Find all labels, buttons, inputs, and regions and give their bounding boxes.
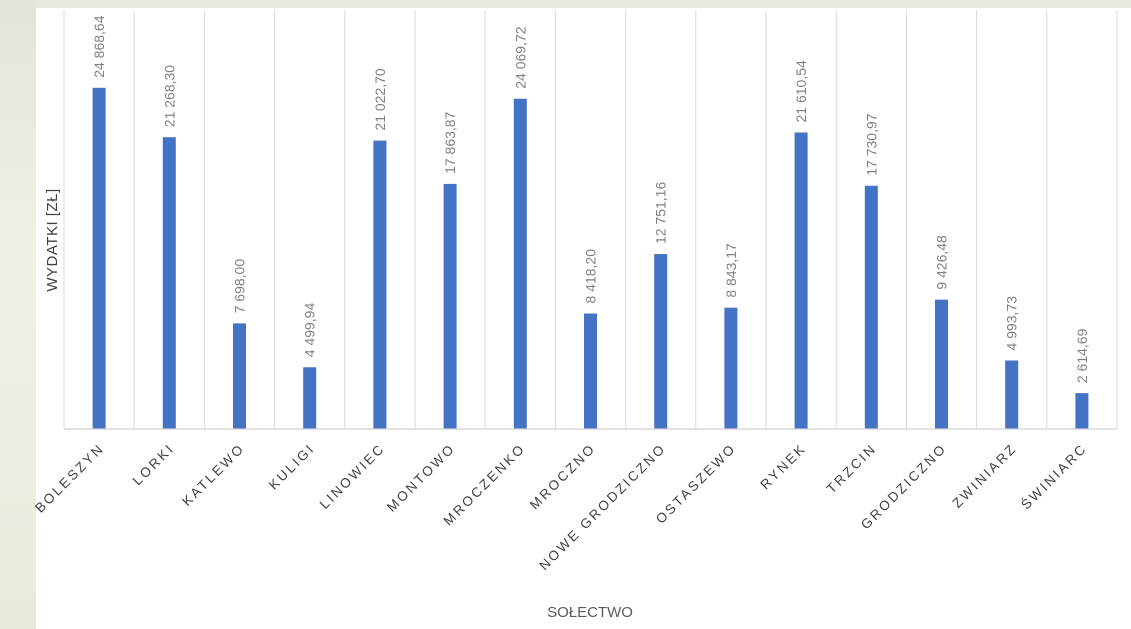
bar [162, 137, 176, 430]
x-tick-label: TRZCIN [824, 441, 880, 497]
x-tick-labels: BOLESZYN LORKI KATLEWO KULIGILINOWIECMONTOW… [32, 441, 1090, 574]
bar [935, 299, 948, 429]
x-tick-label: LINOWIEC [317, 441, 388, 512]
x-tick-label: ZWINIARZ [949, 441, 1019, 511]
x-tick-label: BOLESZYN [32, 441, 107, 516]
data-label: 9 426,48 [934, 235, 950, 290]
data-label: 8 418,20 [583, 249, 599, 304]
bar [654, 254, 668, 429]
bar [584, 313, 597, 429]
data-label: 24 069,72 [512, 26, 528, 88]
x-tick-label: RYNEK [757, 441, 809, 493]
bar [794, 132, 808, 429]
data-label: 21 022,70 [372, 68, 388, 130]
chart-panel [36, 8, 1131, 629]
x-tick-label: MROCZNO [527, 441, 599, 513]
y-axis-title: WYDATKI [ZŁ] [44, 188, 61, 291]
bar [864, 185, 878, 429]
bar [1005, 360, 1019, 429]
data-label: 4 993,73 [1004, 296, 1020, 351]
bar [443, 183, 457, 429]
gridlines [63, 10, 1118, 429]
x-tick-label: KULIGI [266, 441, 318, 493]
bars [92, 87, 1089, 430]
x-tick-label: LORKI [130, 441, 178, 489]
data-label: 12 751,16 [653, 182, 669, 244]
data-label: 2 614,69 [1074, 328, 1090, 383]
x-tick-label: NOWE GRODZICZNO [536, 441, 669, 574]
bar [1075, 393, 1089, 429]
x-axis-title: SOŁECTWO [547, 604, 633, 621]
data-label: 17 863,87 [442, 111, 458, 173]
data-label: 8 843,17 [723, 243, 739, 298]
x-tick-label: ŚWINIARC [1018, 441, 1090, 513]
data-label: 24 868,64 [91, 15, 107, 77]
bar [513, 98, 527, 430]
data-labels: 24 868,64 21 268,30 7 698,00 4 499,94 21 022… [91, 15, 1090, 383]
data-label: 21 268,30 [161, 65, 177, 127]
background-strip-left [0, 0, 36, 629]
x-tick-label: MONTOWO [384, 441, 458, 515]
bar [724, 307, 738, 429]
data-label: 17 730,97 [863, 113, 879, 175]
data-label: 4 499,94 [302, 303, 318, 358]
bar [373, 140, 387, 430]
bar [92, 87, 106, 430]
data-label: 7 698,00 [232, 259, 248, 314]
x-tick-label: KATLEWO [179, 441, 247, 509]
data-label: 21 610,54 [793, 60, 809, 122]
bar [233, 323, 246, 429]
background-strip-top [0, 0, 1131, 8]
bar [303, 367, 317, 429]
